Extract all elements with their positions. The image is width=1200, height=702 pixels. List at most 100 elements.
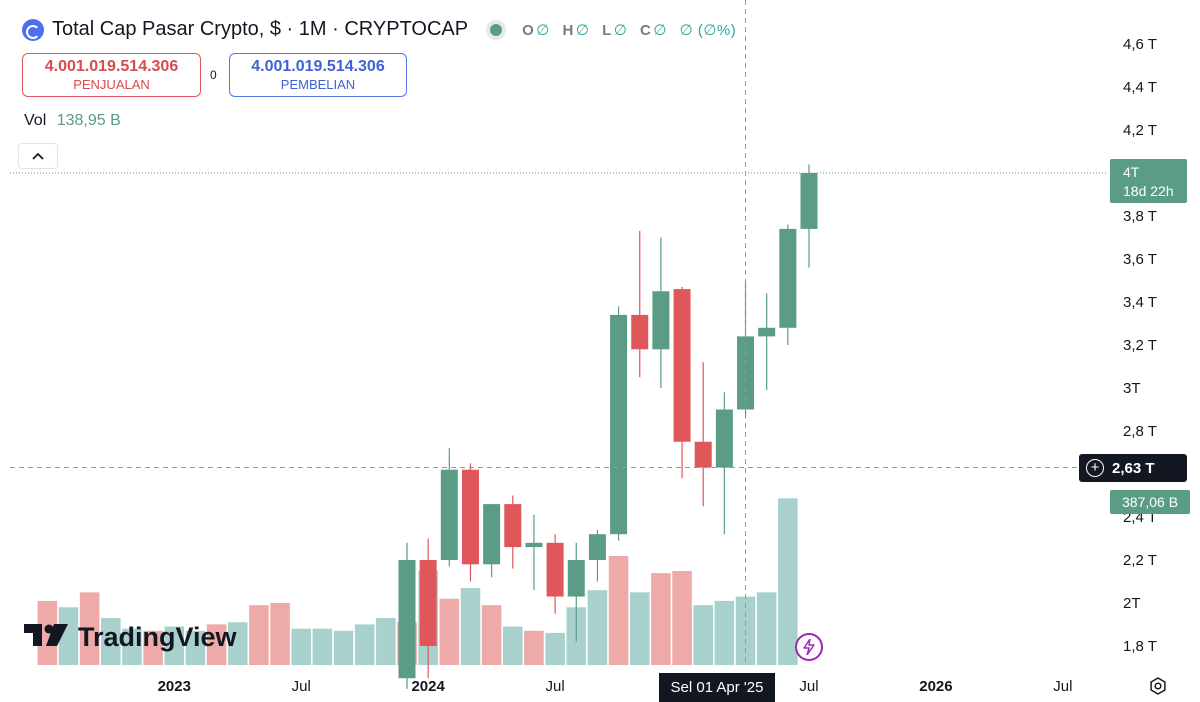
- volume-bar-6: [164, 626, 185, 665]
- x-tick-label-3: Jul: [546, 678, 565, 695]
- volume-bar-8: [206, 624, 227, 665]
- bolt-icon[interactable]: [795, 633, 823, 661]
- y-tick-label-8: 3T: [1123, 380, 1141, 397]
- candle-body-2025-07: [800, 173, 818, 229]
- candle-body-2024-03: [461, 469, 479, 565]
- volume-bar-20: [460, 588, 481, 665]
- y-tick-label-0: 4,6 T: [1123, 36, 1157, 53]
- volume-bars: [37, 498, 798, 665]
- market-status-icon[interactable]: [490, 23, 503, 36]
- ohlc-change: ∅ (∅%): [679, 21, 737, 39]
- price-axis[interactable]: 4,6 T 4,4 T 4,2 T 4T 3,8 T 3,6 T 3,4 T 3,2 T 3T 2…: [1123, 36, 1157, 655]
- candle-body-2025-03: [715, 409, 733, 468]
- candlestick-series: [398, 164, 818, 689]
- volume-bar-23: [524, 630, 544, 665]
- x-tick-label-7: Jul: [1053, 678, 1072, 695]
- x-tick-label-1: Jul: [292, 678, 311, 695]
- reference-lines: [10, 0, 1108, 665]
- crosshair-date-tag: Sel 01 Apr '25: [659, 673, 775, 702]
- volume-bar-28: [629, 592, 650, 665]
- volume-bar-11: [270, 603, 290, 665]
- y-tick-label-5: 3,6 T: [1123, 251, 1157, 268]
- volume-bar-30: [672, 570, 692, 665]
- volume-bar-10: [249, 605, 269, 665]
- x-tick-label-2: 2024: [411, 678, 445, 695]
- y-tick-label-2: 4,2 T: [1123, 122, 1157, 139]
- crosshair-plus-icon[interactable]: +: [1086, 459, 1104, 477]
- volume-bar-16: [376, 617, 396, 665]
- candle-body-2024-05: [504, 504, 522, 548]
- sell-button[interactable]: 4.001.019.514.306 PENJUALAN: [22, 53, 201, 97]
- buy-price: 4.001.019.514.306: [251, 58, 385, 75]
- candle-body-2025-05: [758, 327, 776, 337]
- volume-bar-2: [79, 592, 100, 665]
- ohlc-open: O ∅: [522, 21, 550, 39]
- volume-bar-27: [608, 555, 629, 665]
- volume-bar-15: [354, 624, 375, 665]
- sell-label: PENJUALAN: [73, 77, 150, 92]
- volume-bar-24: [545, 632, 565, 665]
- y-tick-label-9: 2,8 T: [1123, 423, 1157, 440]
- chevron-up-icon: [32, 152, 44, 160]
- volume-bar-29: [651, 573, 671, 665]
- volume-bar-32: [714, 600, 735, 665]
- volume-label: Vol: [24, 112, 47, 129]
- ohlc-high: H ∅: [562, 21, 590, 39]
- symbol-logo-icon: [22, 18, 44, 41]
- time-axis[interactable]: 2023Jul2024Jul2025Jul2026Jul: [158, 678, 1073, 695]
- volume-bar-14: [333, 630, 354, 665]
- symbol-title[interactable]: Total Cap Pasar Crypto, $ · 1M · CRYPTOC…: [52, 18, 469, 40]
- x-tick-label-0: 2023: [158, 678, 191, 695]
- chart-header: Total Cap Pasar Crypto, $ · 1M · CRYPTOC…: [22, 18, 744, 41]
- volume-bar-22: [503, 626, 523, 665]
- volume-bar-3: [101, 617, 121, 665]
- volume-bar-7: [185, 630, 206, 665]
- crosshair-price-tag[interactable]: + 2,63 T: [1079, 454, 1187, 482]
- volume-value: 138,95 B: [56, 112, 121, 129]
- candle-body-2024-08: [567, 560, 585, 597]
- candle-body-2024-06: [525, 542, 543, 548]
- y-tick-label-12: 2,2 T: [1123, 552, 1157, 569]
- volume-bar-13: [312, 628, 333, 665]
- volume-legend[interactable]: Vol 138,95 B: [24, 112, 121, 130]
- volume-bar-19: [439, 598, 460, 665]
- sell-price: 4.001.019.514.306: [44, 58, 179, 75]
- candle-body-2023-12: [398, 560, 416, 679]
- buy-label: PEMBELIAN: [280, 77, 356, 92]
- volume-price-tag: 387,06 B: [1110, 490, 1190, 514]
- candle-body-2024-09: [588, 534, 606, 560]
- y-tick-label-14: 1,8 T: [1123, 638, 1157, 655]
- collapse-legend-button[interactable]: [18, 143, 58, 169]
- buy-button[interactable]: 4.001.019.514.306 PEMBELIAN: [229, 53, 407, 97]
- volume-bar-31: [693, 605, 713, 665]
- candle-body-2024-04: [483, 504, 501, 565]
- candle-body-2025-02: [694, 441, 712, 468]
- y-tick-label-1: 4,4 T: [1123, 79, 1157, 96]
- volume-bar-34: [756, 592, 777, 665]
- volume-bar-1: [58, 607, 79, 665]
- spread-value: 0: [210, 68, 217, 82]
- tradingview-logo-icon: [24, 620, 68, 654]
- ohlc-legend: O ∅ H ∅ L ∅ C ∅ ∅ (∅%): [522, 21, 744, 39]
- candle-body-2024-10: [610, 314, 628, 535]
- last-price-value: 4T: [1123, 164, 1140, 180]
- watermark-text: TradingView: [78, 621, 237, 652]
- tradingview-watermark[interactable]: TradingView: [24, 620, 237, 654]
- candle-body-2024-12: [652, 291, 670, 350]
- candle-body-2024-11: [631, 314, 649, 350]
- crosshair-price-value: 2,63 T: [1112, 459, 1155, 477]
- volume-bar-5: [143, 630, 163, 665]
- candle-body-2024-07: [546, 542, 564, 597]
- y-tick-label-13: 2T: [1123, 595, 1141, 612]
- x-tick-label-5: Jul: [799, 678, 818, 695]
- candle-body-2025-06: [779, 228, 797, 328]
- volume-bar-9: [227, 622, 248, 665]
- volume-bar-12: [291, 628, 311, 665]
- y-tick-label-6: 3,4 T: [1123, 294, 1157, 311]
- y-tick-label-7: 3,2 T: [1123, 337, 1157, 354]
- ohlc-close: C ∅: [640, 21, 667, 39]
- candle-body-2024-01: [419, 560, 437, 646]
- ohlc-low: L ∅: [602, 21, 628, 39]
- settings-icon[interactable]: [1148, 676, 1168, 696]
